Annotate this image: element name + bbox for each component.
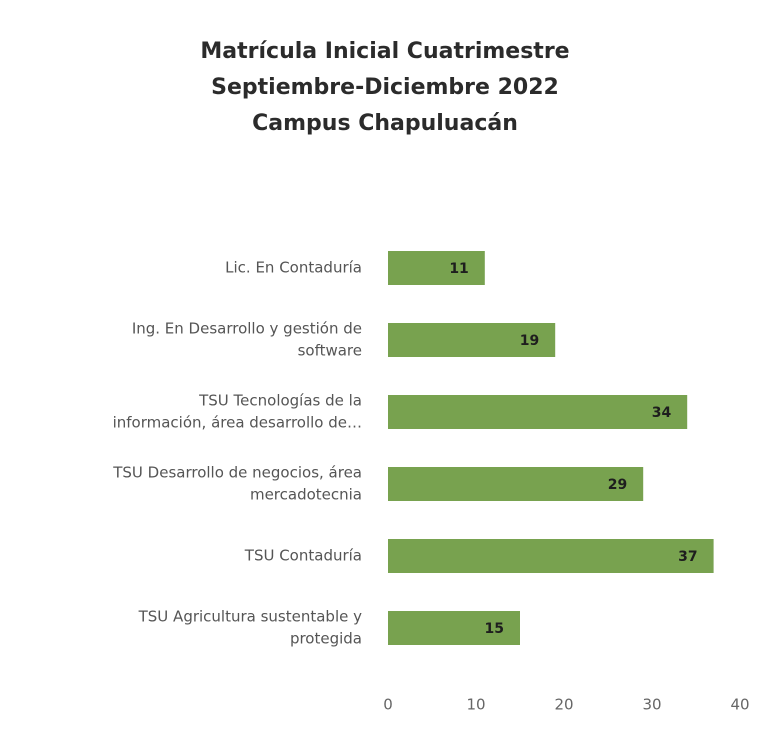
bar: [388, 251, 485, 285]
y-tick-label: TSU Tecnologías de la: [198, 392, 362, 410]
y-tick-label: protegida: [290, 630, 362, 648]
y-tick-label: software: [298, 342, 362, 360]
value-label: 19: [520, 333, 539, 349]
bar: [388, 539, 714, 573]
y-tick-label: Lic. En Contaduría: [225, 259, 362, 277]
y-tick-label: TSU Agricultura sustentable y: [138, 608, 362, 626]
value-label: 34: [652, 405, 672, 421]
value-label: 37: [678, 549, 697, 565]
y-tick-label: mercadotecnia: [250, 486, 362, 504]
x-tick-label: 0: [383, 696, 393, 714]
bar: [388, 611, 520, 645]
bar: [388, 467, 644, 501]
value-label: 15: [485, 621, 504, 637]
x-tick-label: 20: [554, 696, 573, 714]
y-tick-label: Ing. En Desarrollo y gestión de: [132, 320, 362, 338]
x-tick-label: 40: [730, 696, 749, 714]
x-tick-label: 30: [642, 696, 661, 714]
y-tick-label: TSU Contaduría: [244, 547, 362, 565]
value-label: 11: [449, 261, 468, 277]
y-tick-label: TSU Desarrollo de negocios, área: [112, 464, 362, 482]
chart-title: Campus Chapuluacán: [252, 111, 518, 136]
value-label: 29: [608, 477, 627, 493]
bar: [388, 323, 556, 357]
y-tick-label: información, área desarrollo de…: [113, 414, 362, 432]
bar: [388, 395, 688, 429]
chart-title: Matrícula Inicial Cuatrimestre: [200, 39, 569, 64]
x-tick-label: 10: [466, 696, 485, 714]
chart-title: Septiembre-Diciembre 2022: [211, 75, 559, 100]
